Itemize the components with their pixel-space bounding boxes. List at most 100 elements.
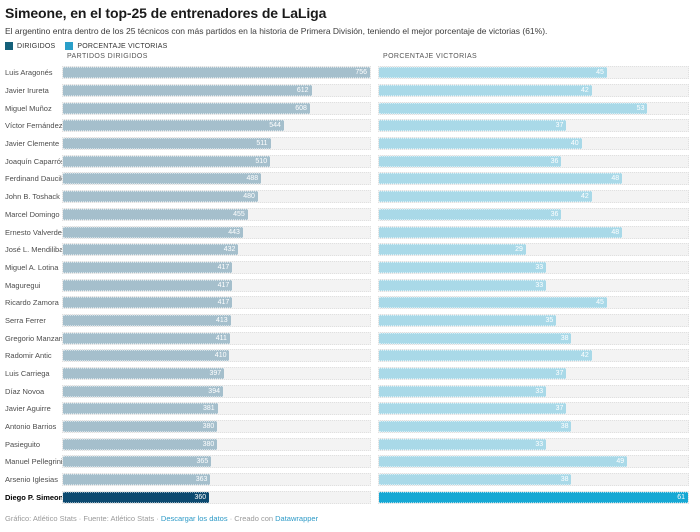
dirigidos-value: 380 <box>202 423 215 431</box>
dirigidos-track: 608 <box>62 101 371 115</box>
row-label: Gregorio Manzano <box>5 333 68 343</box>
footer-created-with-text: · Creado con <box>227 514 276 523</box>
row-label: José L. Mendilibar <box>5 245 66 255</box>
download-data-link[interactable]: Descargar los datos <box>160 514 228 523</box>
dirigidos-value: 360 <box>194 493 207 501</box>
chart-row: Ferdinand Daucik 488 48 <box>0 170 700 188</box>
dirigidos-track: 360 <box>62 490 371 504</box>
victorias-track: 38 <box>378 473 689 487</box>
dirigidos-bar: 363 <box>63 474 211 486</box>
victorias-value: 53 <box>636 104 645 112</box>
chart-row: John B. Toshack 480 42 <box>0 188 700 206</box>
victorias-value: 33 <box>535 387 544 395</box>
dirigidos-value: 410 <box>214 352 227 360</box>
column-header-victorias: PORCENTAJE VICTORIAS <box>383 53 478 60</box>
dirigidos-track: 380 <box>62 420 371 434</box>
dirigidos-bar: 544 <box>63 120 284 132</box>
victorias-bar: 36 <box>379 208 562 220</box>
victorias-value: 36 <box>550 157 559 165</box>
dirigidos-track: 510 <box>62 154 371 168</box>
dirigidos-track: 397 <box>62 367 371 381</box>
victorias-track: 48 <box>378 225 689 239</box>
dirigidos-track: 544 <box>62 119 371 133</box>
dirigidos-bar: 480 <box>63 191 258 203</box>
victorias-value: 35 <box>545 316 554 324</box>
dirigidos-track: 432 <box>62 243 371 257</box>
dirigidos-value: 488 <box>246 175 259 183</box>
victorias-track: 33 <box>378 437 689 451</box>
chart-row: Radomir Antic 410 42 <box>0 347 700 365</box>
dirigidos-bar: 417 <box>63 297 233 309</box>
row-label: Díaz Novoa <box>5 386 45 396</box>
chart-row: Luis Aragonés 756 45 <box>0 64 700 82</box>
victorias-value: 29 <box>515 246 523 254</box>
victorias-track: 45 <box>378 296 689 310</box>
dirigidos-bar: 432 <box>63 244 239 256</box>
dirigidos-track: 417 <box>62 296 371 310</box>
legend-label-victorias: PORCENTAJE VICTORIAS <box>77 42 168 50</box>
dirigidos-value: 510 <box>255 157 268 165</box>
dirigidos-track: 612 <box>62 84 371 98</box>
victorias-track: 42 <box>378 84 689 98</box>
dirigidos-track: 411 <box>62 331 371 345</box>
victorias-value: 38 <box>560 476 569 484</box>
row-label: Luis Aragonés <box>5 68 53 78</box>
dirigidos-bar: 411 <box>63 332 230 344</box>
victorias-bar: 40 <box>379 138 582 150</box>
victorias-track: 35 <box>378 313 689 327</box>
victorias-bar: 48 <box>379 226 623 238</box>
victorias-track: 38 <box>378 420 689 434</box>
chart-row: Javier Aguirre 381 37 <box>0 400 700 418</box>
victorias-track: 37 <box>378 402 689 416</box>
victorias-track: 40 <box>378 137 689 151</box>
row-label: Radomir Antic <box>5 351 52 361</box>
victorias-track: 37 <box>378 119 689 133</box>
datawrapper-link[interactable]: Datawrapper <box>275 514 319 523</box>
row-label: Ferdinand Daucik <box>5 174 64 184</box>
dirigidos-bar: 360 <box>63 491 210 503</box>
chart-row: Miguel A. Lotina 417 33 <box>0 259 700 277</box>
column-headers: PARTIDOS DIRIGIDOS PORCENTAJE VICTORIAS <box>0 53 700 63</box>
dirigidos-value: 443 <box>228 228 240 236</box>
row-label: Antonio Barrios <box>5 422 57 432</box>
dirigidos-bar: 380 <box>63 438 218 450</box>
dirigidos-value: 544 <box>269 122 281 130</box>
victorias-value: 33 <box>535 263 544 271</box>
dirigidos-bar: 455 <box>63 208 248 220</box>
victorias-value: 37 <box>555 122 564 130</box>
victorias-value: 48 <box>611 228 620 236</box>
row-label: Víctor Fernández <box>5 121 63 131</box>
chart-row: Diego P. Simeone 360 61 <box>0 489 700 507</box>
chart-row: Joaquín Caparrós 510 36 <box>0 152 700 170</box>
victorias-track: 33 <box>378 278 689 292</box>
victorias-track: 42 <box>378 349 689 363</box>
row-label: Pasieguito <box>5 439 41 449</box>
dirigidos-value: 380 <box>202 440 215 448</box>
row-label: John B. Toshack <box>5 192 60 202</box>
dirigidos-value: 480 <box>243 193 255 201</box>
chart-row: Víctor Fernández 544 37 <box>0 117 700 135</box>
dirigidos-bar: 394 <box>63 385 223 397</box>
chart-row: José L. Mendilibar 432 29 <box>0 241 700 259</box>
row-label: Maguregui <box>5 280 41 290</box>
victorias-value: 61 <box>677 493 685 501</box>
victorias-track: 36 <box>378 154 689 168</box>
chart-row: Arsenio Iglesias 363 38 <box>0 471 700 489</box>
victorias-track: 53 <box>378 101 689 115</box>
dirigidos-bar: 612 <box>63 85 312 97</box>
dirigidos-track: 480 <box>62 190 371 204</box>
row-label: Javier Irureta <box>5 86 49 96</box>
victorias-bar: 49 <box>379 456 628 468</box>
dirigidos-track: 365 <box>62 455 371 469</box>
victorias-value: 33 <box>535 281 544 289</box>
dirigidos-bar: 381 <box>63 403 218 415</box>
chart-row: Miguel Muñoz 608 53 <box>0 99 700 117</box>
dirigidos-bar: 380 <box>63 421 218 433</box>
victorias-track: 33 <box>378 260 689 274</box>
victorias-track: 33 <box>378 384 689 398</box>
dirigidos-bar: 488 <box>63 173 262 185</box>
victorias-value: 48 <box>611 175 620 183</box>
legend-swatch-victorias-icon <box>65 42 74 50</box>
dirigidos-value: 394 <box>208 387 220 395</box>
